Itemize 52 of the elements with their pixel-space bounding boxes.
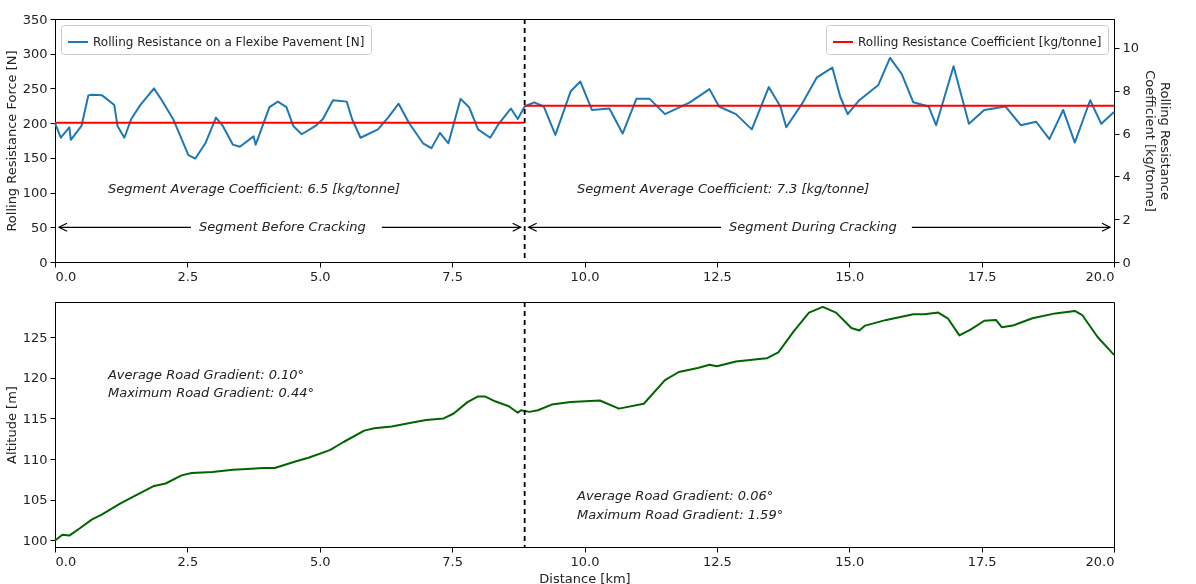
y2-tick-label: 6 bbox=[1122, 126, 1131, 142]
annotation: Average Road Gradient: 0.06° bbox=[576, 487, 774, 503]
x-tick-label: 7.5 bbox=[442, 553, 463, 569]
y-tick-label: 150 bbox=[22, 150, 48, 166]
annotation: Maximum Road Gradient: 1.59° bbox=[577, 507, 784, 523]
y-axis-title: Rolling Resistance Force [N] bbox=[3, 50, 19, 232]
annotation: Maximum Road Gradient: 0.44° bbox=[107, 385, 315, 401]
y-tick-label: 100 bbox=[22, 185, 48, 201]
annotation: Segment Average Coefficient: 7.3 [kg/tonne] bbox=[577, 181, 870, 197]
y-tick-label: 110 bbox=[22, 451, 48, 467]
y-tick-label: 105 bbox=[22, 492, 48, 508]
y2-tick-label: 2 bbox=[1122, 211, 1131, 227]
y-tick-label: 350 bbox=[22, 11, 48, 27]
y2-tick-label: 4 bbox=[1122, 168, 1131, 184]
y-tick-label: 300 bbox=[22, 46, 48, 62]
x-axis-title: Distance [km] bbox=[539, 570, 631, 584]
y-tick-label: 100 bbox=[22, 532, 48, 548]
annotation: Segment Before Cracking bbox=[199, 219, 366, 235]
x-tick-label: 7.5 bbox=[442, 268, 463, 284]
x-tick-label: 5.0 bbox=[309, 553, 331, 569]
x-tick-label: 12.5 bbox=[702, 268, 732, 284]
y2-tick-label: 0 bbox=[1122, 254, 1131, 270]
x-tick-label: 15.0 bbox=[835, 268, 865, 284]
y-axis-title: Altitude [m] bbox=[3, 386, 19, 464]
y-tick-label: 120 bbox=[22, 370, 48, 386]
y-tick-label: 250 bbox=[22, 80, 48, 96]
x-tick-label: 0.0 bbox=[55, 553, 77, 569]
x-tick-label: 0.0 bbox=[55, 268, 77, 284]
legend-label: Rolling Resistance Coefficient [kg/tonne] bbox=[858, 35, 1102, 49]
x-tick-label: 17.5 bbox=[967, 268, 997, 284]
y-tick-label: 0 bbox=[39, 254, 48, 270]
y2-tick-label: 10 bbox=[1122, 40, 1140, 56]
x-tick-label: 15.0 bbox=[835, 553, 865, 569]
x-tick-label: 5.0 bbox=[309, 268, 331, 284]
y2-tick-label: 8 bbox=[1122, 83, 1131, 99]
y-tick-label: 50 bbox=[30, 219, 48, 235]
x-tick-label: 10.0 bbox=[570, 268, 600, 284]
annotation: Segment During Cracking bbox=[729, 219, 897, 235]
y-tick-label: 200 bbox=[22, 115, 48, 131]
y-tick-label: 125 bbox=[22, 329, 48, 345]
x-tick-label: 20.0 bbox=[1085, 553, 1115, 569]
x-tick-label: 20.0 bbox=[1085, 268, 1115, 284]
x-tick-label: 10.0 bbox=[570, 553, 600, 569]
y-tick-label: 115 bbox=[22, 410, 48, 426]
legend-label: Rolling Resistance on a Flexibe Pavement [N] bbox=[93, 35, 365, 49]
annotation: Average Road Gradient: 0.10° bbox=[106, 367, 305, 383]
x-tick-label: 2.5 bbox=[177, 268, 199, 284]
x-tick-label: 17.5 bbox=[967, 553, 997, 569]
x-tick-label: 2.5 bbox=[177, 553, 199, 569]
y2-axis-title: Rolling Resistance Coefficient [kg/tonne] bbox=[1143, 70, 1174, 212]
x-tick-label: 12.5 bbox=[702, 553, 732, 569]
annotation: Segment Average Coefficient: 6.5 [kg/tonne] bbox=[107, 181, 401, 197]
